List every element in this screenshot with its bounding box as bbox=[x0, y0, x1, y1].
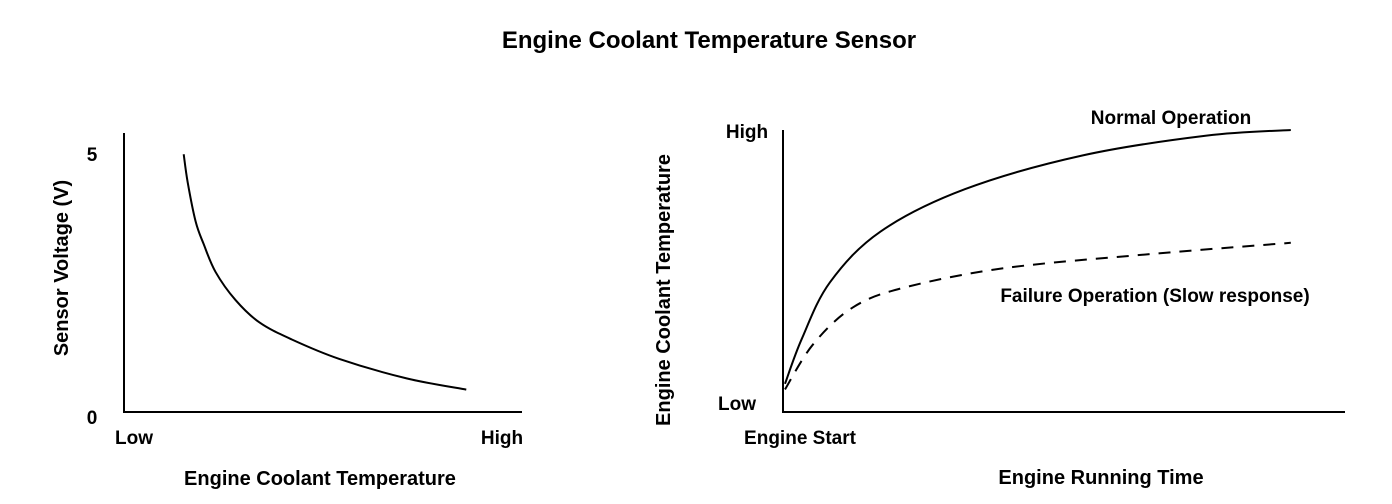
normal-operation-label: Normal Operation bbox=[1091, 108, 1251, 129]
x-tick-high: High bbox=[481, 428, 523, 449]
voltage-curve bbox=[182, 154, 467, 391]
y-tick-low: Low bbox=[718, 394, 756, 415]
y-tick-5: 5 bbox=[87, 145, 98, 166]
y-axis-label: Sensor Voltage (V) bbox=[51, 180, 73, 356]
y-tick-high: High bbox=[726, 122, 768, 143]
normal-operation-curve bbox=[784, 129, 1291, 385]
x-axis-label: Engine Running Time bbox=[998, 467, 1203, 489]
x-tick-low: Low bbox=[115, 428, 153, 449]
voltage-chart: 5 0 Low High Engine Coolant Temperature … bbox=[51, 133, 523, 490]
failure-operation-label: Failure Operation (Slow response) bbox=[1000, 286, 1309, 307]
diagram-title: Engine Coolant Temperature Sensor bbox=[502, 27, 916, 54]
x-axis-label: Engine Coolant Temperature bbox=[184, 468, 456, 490]
x-tick-engine-start: Engine Start bbox=[744, 428, 857, 449]
y-axis-label: Engine Coolant Temperature bbox=[653, 154, 675, 426]
temperature-chart: High Low Engine Start Engine Running Tim… bbox=[653, 108, 1345, 489]
failure-operation-curve bbox=[784, 241, 1291, 390]
y-tick-0: 0 bbox=[87, 408, 98, 429]
